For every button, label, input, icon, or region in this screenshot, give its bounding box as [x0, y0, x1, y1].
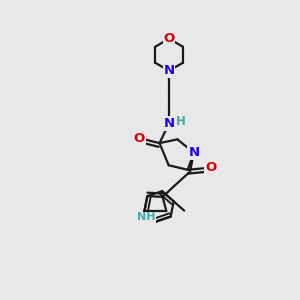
Text: O: O [164, 32, 175, 45]
Text: N: N [164, 117, 175, 130]
Text: O: O [134, 132, 145, 145]
Text: N: N [188, 146, 200, 159]
Text: NH: NH [137, 212, 155, 222]
Text: H: H [176, 115, 186, 128]
Text: N: N [164, 64, 175, 77]
Text: O: O [205, 161, 216, 174]
